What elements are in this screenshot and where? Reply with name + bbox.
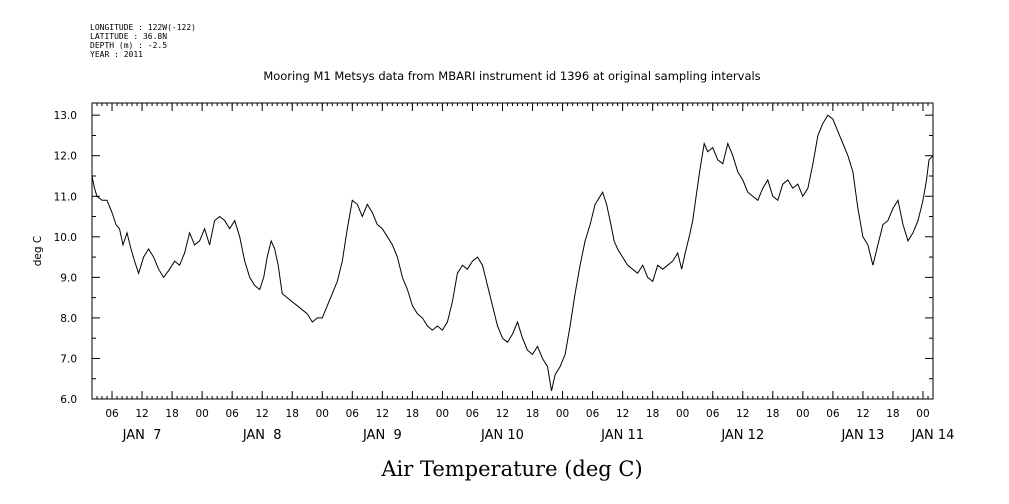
y-tick-label: 12.0 [54, 151, 77, 163]
x-tick-label: 06 [105, 408, 119, 420]
y-axis: 6.0 7.0 8.0 9.0 10.0 11.0 12.0 13.0 [54, 110, 933, 406]
y-tick-label: 9.0 [60, 272, 77, 284]
x-tick-label: 00 [316, 408, 329, 420]
y-tick-label: 11.0 [54, 191, 77, 203]
y-tick-label: 10.0 [54, 232, 77, 244]
y-tick-label: 7.0 [60, 353, 77, 365]
metadata-line: LONGITUDE : 122W(-122) [90, 23, 196, 32]
x-tick-label: 18 [886, 408, 899, 420]
x-tick-label: 06 [466, 408, 480, 420]
x-tick-label: 06 [586, 408, 600, 420]
x-minor-ticks [91, 103, 934, 399]
x-tick-label: 00 [556, 408, 569, 420]
x-day-label: JAN 8 [242, 428, 282, 443]
y-tick-label: 13.0 [54, 110, 77, 122]
x-day-label: JAN 14 [911, 428, 955, 443]
plot-frame [91, 102, 934, 400]
x-axis: 06 12 18 00 06 12 18 00 06 12 18 00 06 12 18 00 06 12 18 00… [105, 103, 930, 420]
y-tick-label: 6.0 [60, 394, 77, 406]
x-day-label: JAN 12 [720, 428, 764, 443]
x-tick-label: 12 [736, 408, 749, 420]
y-tick-label: 8.0 [60, 313, 77, 325]
x-tick-label: 12 [256, 408, 269, 420]
x-tick-label: 18 [526, 408, 539, 420]
metadata-line: YEAR : 2011 [90, 50, 143, 59]
x-tick-label: 12 [376, 408, 389, 420]
x-day-label: JAN 11 [600, 428, 644, 443]
x-tick-label: 18 [406, 408, 419, 420]
metadata-block: LONGITUDE : 122W(-122)LATITUDE : 36.8NDE… [90, 23, 196, 59]
air-temperature-series-line [91, 114, 934, 392]
x-day-labels: JAN 7 JAN 8 JAN 9 JAN 10 JAN 11 JAN 12 JAN 13 J… [122, 428, 955, 443]
x-tick-label: 00 [195, 408, 208, 420]
x-tick-label: 18 [646, 408, 659, 420]
x-axis-label: Air Temperature (deg C) [380, 457, 642, 481]
metadata-line: DEPTH (m) : -2.5 [90, 41, 167, 50]
x-tick-label: 06 [826, 408, 840, 420]
x-tick-label: 00 [916, 408, 929, 420]
metadata-line: LATITUDE : 36.8N [90, 32, 167, 41]
y-axis-label: deg C [32, 236, 44, 266]
x-tick-label: 12 [135, 408, 148, 420]
x-day-label: JAN 7 [122, 428, 162, 443]
x-tick-label: 12 [616, 408, 629, 420]
x-tick-label: 00 [436, 408, 449, 420]
x-day-label: JAN 9 [362, 428, 402, 443]
x-tick-label: 00 [796, 408, 809, 420]
x-tick-label: 06 [346, 408, 360, 420]
x-tick-label: 18 [165, 408, 178, 420]
chart-title: Mooring M1 Metsys data from MBARI instru… [263, 69, 760, 83]
x-tick-label: 12 [856, 408, 869, 420]
x-day-label: JAN 10 [480, 428, 524, 443]
x-tick-label: 06 [225, 408, 239, 420]
x-tick-label: 18 [766, 408, 779, 420]
x-tick-label: 12 [496, 408, 509, 420]
x-tick-label: 06 [706, 408, 720, 420]
x-tick-label: 18 [286, 408, 299, 420]
x-tick-label: 00 [676, 408, 689, 420]
x-day-label: JAN 13 [840, 428, 884, 443]
